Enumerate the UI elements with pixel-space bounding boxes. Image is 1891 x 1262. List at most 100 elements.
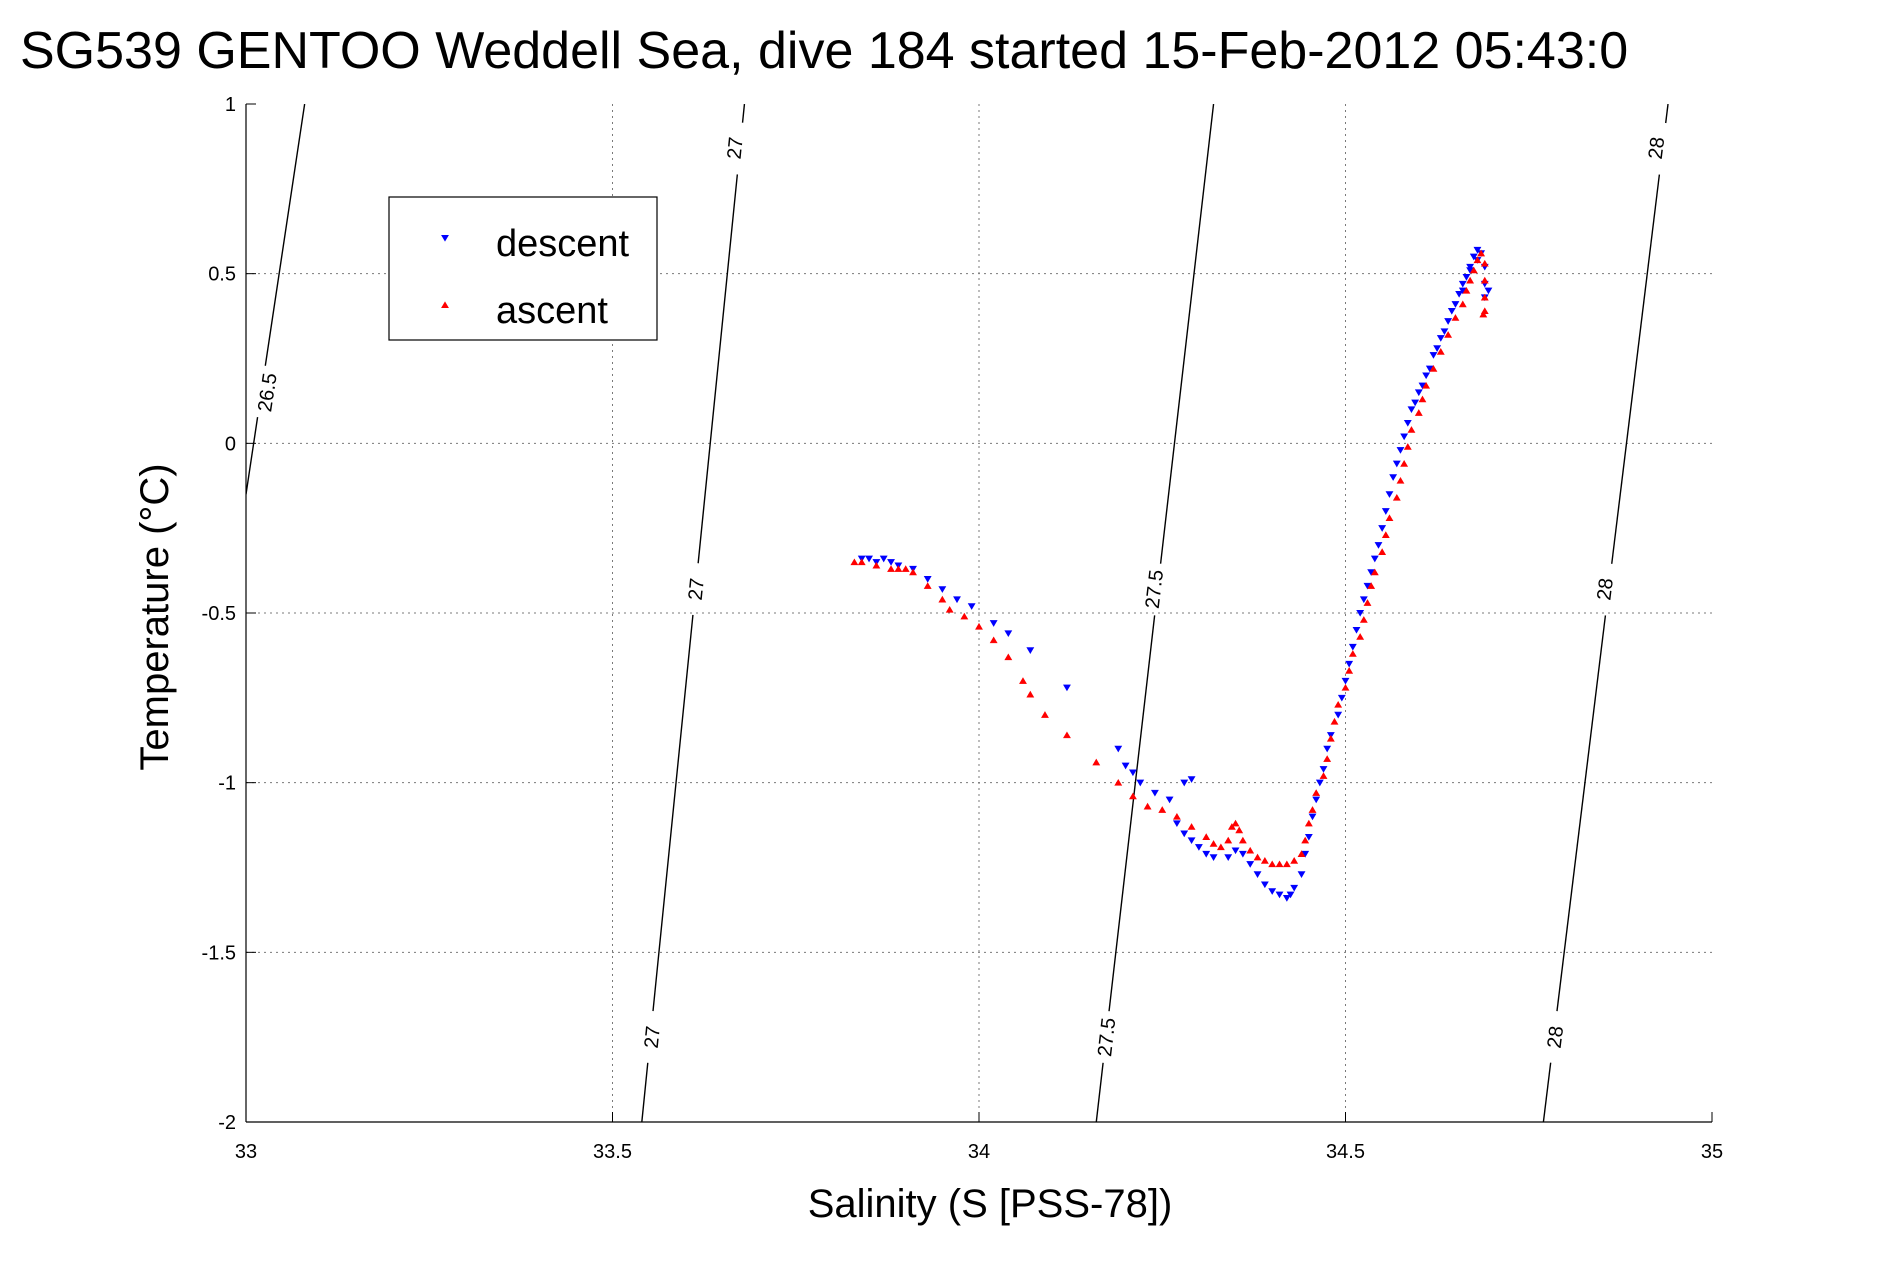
contour-line-segment [1095, 1062, 1104, 1122]
descent-point [1374, 542, 1383, 549]
descent-point [1238, 850, 1247, 858]
descent-point [1440, 328, 1449, 336]
descent-point [1268, 888, 1277, 895]
contour-label: 28 [1544, 1025, 1569, 1050]
contour-line-segment [652, 614, 694, 1012]
ascent-point [1345, 667, 1354, 674]
ascent-point [1359, 616, 1368, 623]
descent-point [1352, 626, 1361, 634]
descent-point [1282, 895, 1291, 902]
descent-point [1462, 274, 1471, 281]
ascent-point [1479, 310, 1488, 318]
ascent-point [1334, 700, 1343, 708]
legend-label-ascent: ascent [496, 290, 608, 332]
ascent-point [1275, 860, 1284, 868]
contour-line-segment [741, 104, 746, 123]
descent-point [938, 586, 947, 593]
ascent-point [1422, 381, 1431, 389]
descent-point [1392, 460, 1401, 468]
legend-marker-descent-shape [441, 234, 449, 242]
descent-point [879, 555, 888, 563]
x-tick-label: 33 [235, 1141, 257, 1163]
contour-line-segment [1556, 615, 1607, 1012]
descent-point [953, 596, 961, 604]
ascent-point [1143, 802, 1152, 810]
contour-line-segment [1665, 104, 1669, 124]
ascent-point [1480, 293, 1489, 301]
ascent-point [1436, 348, 1445, 355]
ascent-point [1407, 426, 1416, 433]
ascent-point [1319, 772, 1328, 779]
descent-point [1436, 335, 1445, 342]
ascent-point [1480, 259, 1489, 267]
descent-point [1312, 796, 1321, 804]
ascent-point [1224, 836, 1233, 844]
ascent-point [1063, 731, 1071, 739]
legend-marker-ascent-shape [441, 301, 449, 309]
legend-label-descent: descent [496, 223, 630, 265]
descent-point [1400, 433, 1409, 441]
descent-point [1334, 711, 1343, 719]
descent-point [1370, 555, 1379, 563]
descent-point [1323, 745, 1332, 753]
descent-point [1231, 847, 1240, 855]
contour-line-segment [246, 417, 259, 495]
contour-line-segment [1542, 1062, 1552, 1122]
ascent-point [909, 568, 917, 576]
contour-label: 27 [641, 1025, 665, 1049]
descent-point [1114, 745, 1123, 753]
descent-point [1356, 609, 1365, 617]
descent-point [1447, 307, 1456, 315]
chart-title: SG539 GENTOO Weddell Sea, dive 184 start… [20, 22, 1628, 80]
ascent-point [1187, 823, 1196, 830]
ascent-point [1290, 857, 1299, 864]
descent-point [1348, 643, 1357, 651]
contour-label: 28 [1593, 577, 1618, 602]
ascent-point [1253, 853, 1262, 861]
ascent-point [850, 558, 859, 566]
x-tick-label: 33.5 [593, 1141, 632, 1163]
ascent-point [1209, 840, 1218, 847]
descent-point [1466, 263, 1475, 271]
ascent-point [1370, 568, 1379, 576]
descent-point [1165, 796, 1174, 804]
ascent-point [1477, 249, 1486, 257]
ascent-point [960, 612, 969, 620]
ascent-point [1396, 477, 1405, 484]
descent-series [857, 246, 1493, 902]
ascent-point [923, 582, 932, 589]
ascent-point [1348, 650, 1357, 657]
ascent-point [1092, 758, 1101, 766]
ascent-point [894, 565, 903, 572]
ascent-point [1172, 812, 1181, 820]
contour-line-segment [1108, 615, 1156, 1012]
ascent-point [1418, 395, 1427, 403]
ascent-point [1326, 734, 1335, 742]
descent-point [1187, 776, 1196, 783]
ascent-point [1308, 806, 1317, 813]
ascent-point [1235, 826, 1244, 834]
descent-point [967, 603, 976, 610]
descent-point [1444, 318, 1453, 325]
ascent-point [1282, 860, 1291, 868]
descent-point [1150, 789, 1159, 797]
y-axis-ticks: -2 -1.5 -1 -0.5 0 0.5 1 [202, 94, 256, 1134]
descent-point [1381, 508, 1390, 515]
descent-point [1194, 844, 1203, 851]
descent-point [1345, 660, 1354, 668]
ascent-point [938, 595, 947, 603]
contour-label: 27.5 [1142, 569, 1168, 610]
contour-28 [1542, 104, 1669, 1122]
ascent-point [1451, 314, 1460, 321]
contour-line-segment [264, 104, 306, 366]
x-tick-label: 34 [968, 1141, 990, 1163]
ascent-point [1473, 256, 1482, 264]
descent-point [1389, 474, 1398, 481]
descent-point [865, 555, 873, 563]
descent-point [1407, 406, 1416, 414]
descent-point [1202, 850, 1211, 858]
ascent-point [887, 565, 895, 572]
y-tick-label: -0.5 [202, 603, 236, 625]
ascent-point [1238, 836, 1247, 844]
ascent-point [1041, 711, 1049, 718]
